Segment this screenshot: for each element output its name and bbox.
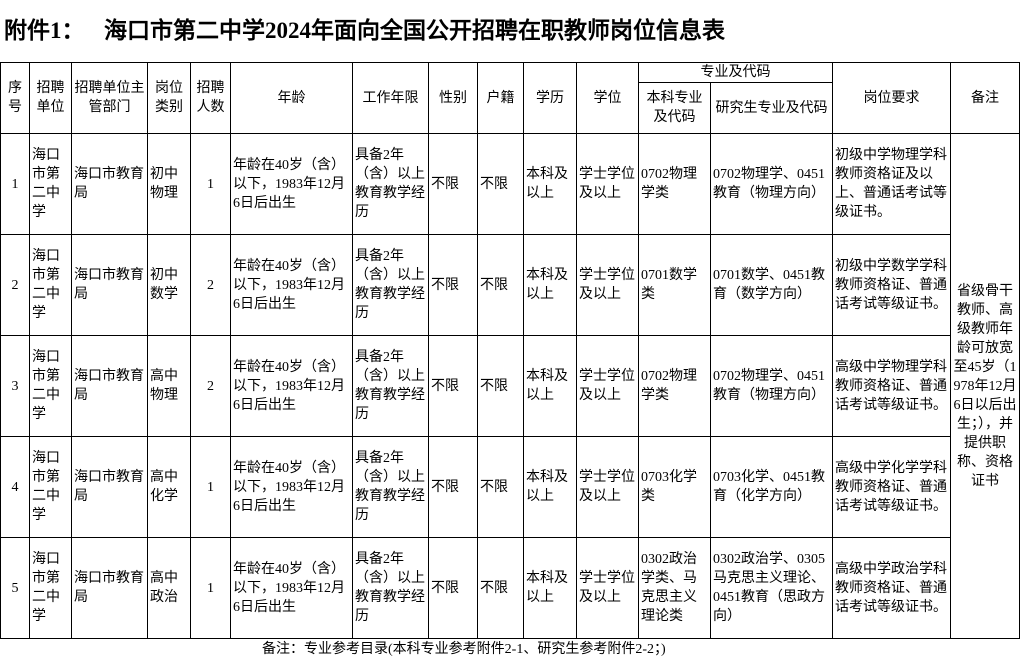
cell-age: 年龄在40岁（含）以下，1983年12月6日后出生 (230, 234, 353, 336)
cell-count: 1 (190, 537, 231, 639)
title-prefix: 附件1： (4, 18, 85, 43)
cell-edu: 本科及以上 (523, 335, 577, 437)
cell-dept: 海口市教育局 (71, 537, 148, 639)
cell-degree: 学士学位及以上 (576, 234, 639, 336)
cell-degree: 学士学位及以上 (576, 537, 639, 639)
title-main: 海口市第二中学2024年面向全国公开招聘在职教师岗位信息表 (104, 18, 725, 43)
cell-count: 1 (190, 436, 231, 538)
header-edu: 学历 (523, 62, 577, 134)
cell-dept: 海口市教育局 (71, 234, 148, 336)
cell-edu: 本科及以上 (523, 234, 577, 336)
cell-edu: 本科及以上 (523, 537, 577, 639)
header-years: 工作年限 (352, 62, 429, 134)
cell-req: 高级中学政治学科教师资格证、普通话考试等级证书。 (832, 537, 951, 639)
header-dept: 招聘单位主管部门 (71, 62, 148, 134)
table-row: 4 海口市第二中学 海口市教育局 高中化学 1 年龄在40岁（含）以下，1983年12月6… (0, 436, 1020, 538)
table-row: 3 海口市第二中学 海口市教育局 高中物理 2 年龄在40岁（含）以下，1983年12月6… (0, 335, 1020, 437)
table-row: 2 海口市第二中学 海口市教育局 初中数学 2 年龄在40岁（含）以下，1983年12月6… (0, 234, 1020, 336)
cell-gender: 不限 (428, 234, 478, 336)
cell-degree: 学士学位及以上 (576, 335, 639, 437)
cell-years: 具备2年（含）以上教育教学经历 (352, 234, 429, 336)
cell-edu: 本科及以上 (523, 436, 577, 538)
cell-age: 年龄在40岁（含）以下，1983年12月6日后出生 (230, 537, 353, 639)
cell-gender: 不限 (428, 335, 478, 437)
cell-count: 2 (190, 335, 231, 437)
cell-seq: 3 (0, 335, 30, 437)
cell-major-ug: 0702物理学类 (638, 335, 711, 437)
cell-huji: 不限 (477, 133, 524, 235)
cell-req: 高级中学化学学科教师资格证、普通话考试等级证书。 (832, 436, 951, 538)
cell-major-pg: 0702物理学、0451教育（物理方向） (710, 335, 833, 437)
cell-major-pg: 0302政治学、0305马克思主义理论、0451教育（思政方向） (710, 537, 833, 639)
cell-age: 年龄在40岁（含）以下，1983年12月6日后出生 (230, 335, 353, 437)
header-seq: 序号 (0, 62, 30, 134)
cell-seq: 1 (0, 133, 30, 235)
header-huji: 户籍 (477, 62, 524, 134)
cell-degree: 学士学位及以上 (576, 436, 639, 538)
cell-major-ug: 0701数学类 (638, 234, 711, 336)
cell-seq: 5 (0, 537, 30, 639)
cell-degree: 学士学位及以上 (576, 133, 639, 235)
cell-dept: 海口市教育局 (71, 436, 148, 538)
cell-type: 高中物理 (147, 335, 191, 437)
cell-dept: 海口市教育局 (71, 133, 148, 235)
header-degree: 学位 (576, 62, 639, 134)
cell-years: 具备2年（含）以上教育教学经历 (352, 537, 429, 639)
header-major-pg: 研究生专业及代码 (710, 82, 833, 134)
cell-huji: 不限 (477, 436, 524, 538)
cell-edu: 本科及以上 (523, 133, 577, 235)
cell-major-pg: 0703化学、0451教育（化学方向） (710, 436, 833, 538)
header-age: 年龄 (230, 62, 353, 134)
cell-seq: 4 (0, 436, 30, 538)
cell-count: 2 (190, 234, 231, 336)
cell-years: 具备2年（含）以上教育教学经历 (352, 133, 429, 235)
cell-unit: 海口市第二中学 (29, 335, 72, 437)
positions-table: 序号 招聘单位 招聘单位主管部门 岗位类别 招聘人数 年龄 工作年限 性别 户籍… (0, 62, 1020, 639)
cell-age: 年龄在40岁（含）以下，1983年12月6日后出生 (230, 436, 353, 538)
header-major-ug: 本科专业及代码 (638, 82, 711, 134)
cell-type: 初中物理 (147, 133, 191, 235)
footer-note: 备注：专业参考目录(本科专业参考附件2-1、研究生参考附件2-2；) (262, 642, 666, 657)
header-gender: 性别 (428, 62, 478, 134)
cell-major-ug: 0703化学类 (638, 436, 711, 538)
cell-unit: 海口市第二中学 (29, 133, 72, 235)
cell-type: 高中化学 (147, 436, 191, 538)
cell-unit: 海口市第二中学 (29, 537, 72, 639)
header-type: 岗位类别 (147, 62, 191, 134)
cell-age: 年龄在40岁（含）以下，1983年12月6日后出生 (230, 133, 353, 235)
header-count: 招聘人数 (190, 62, 231, 134)
cell-major-ug: 0702物理学类 (638, 133, 711, 235)
cell-major-pg: 0702物理学、0451教育（物理方向） (710, 133, 833, 235)
cell-huji: 不限 (477, 537, 524, 639)
cell-count: 1 (190, 133, 231, 235)
table-row: 5 海口市第二中学 海口市教育局 高中政治 1 年龄在40岁（含）以下，1983年12月6… (0, 537, 1020, 639)
cell-req: 高级中学物理学科教师资格证、普通话考试等级证书。 (832, 335, 951, 437)
cell-dept: 海口市教育局 (71, 335, 148, 437)
cell-req: 初级中学数学学科教师资格证、普通话考试等级证书。 (832, 234, 951, 336)
cell-gender: 不限 (428, 436, 478, 538)
cell-years: 具备2年（含）以上教育教学经历 (352, 335, 429, 437)
header-unit: 招聘单位 (29, 62, 72, 134)
header-req: 岗位要求 (832, 62, 951, 134)
cell-huji: 不限 (477, 335, 524, 437)
cell-req: 初级中学物理学科教师资格证及以上、普通话考试等级证书。 (832, 133, 951, 235)
header-note: 备注 (950, 62, 1020, 134)
cell-years: 具备2年（含）以上教育教学经历 (352, 436, 429, 538)
cell-type: 高中政治 (147, 537, 191, 639)
header-major-group: 专业及代码 (638, 62, 833, 83)
cell-huji: 不限 (477, 234, 524, 336)
page-title: 附件1： 海口市第二中学2024年面向全国公开招聘在职教师岗位信息表 (0, 0, 1022, 62)
cell-major-ug: 0302政治学类、马克思主义理论类 (638, 537, 711, 639)
table-row: 1 海口市第二中学 海口市教育局 初中物理 1 年龄在40岁（含）以下，1983年12月6… (0, 133, 1020, 639)
cell-note: 省级骨干教师、高级教师年龄可放宽至45岁（1978年12月6日以后出生；），并提… (950, 133, 1020, 639)
cell-type: 初中数学 (147, 234, 191, 336)
cell-unit: 海口市第二中学 (29, 436, 72, 538)
cell-gender: 不限 (428, 537, 478, 639)
cell-major-pg: 0701数学、0451教育（数学方向） (710, 234, 833, 336)
cell-unit: 海口市第二中学 (29, 234, 72, 336)
cell-seq: 2 (0, 234, 30, 336)
cell-gender: 不限 (428, 133, 478, 235)
